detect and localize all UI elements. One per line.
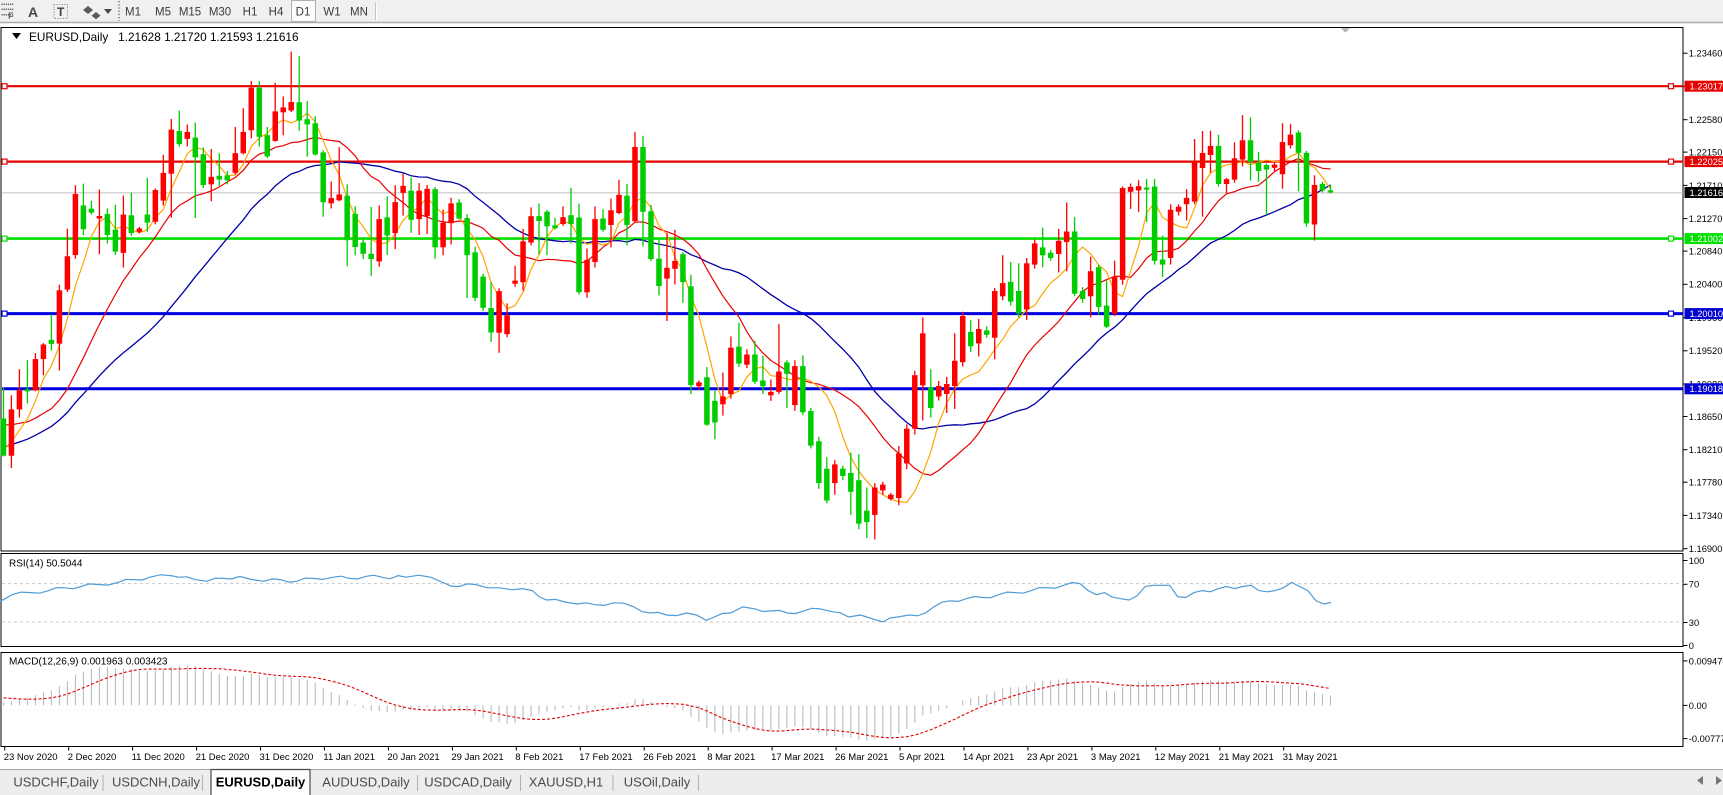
svg-text:M5: M5 [155,7,171,19]
svg-text:MACD(12,26,9) 0.001963 0.00342: MACD(12,26,9) 0.001963 0.003423 [9,657,168,668]
svg-text:1.22025: 1.22025 [1690,157,1723,167]
svg-text:31 May 2021: 31 May 2021 [1283,752,1338,763]
svg-text:AUDUSD,Daily: AUDUSD,Daily [322,775,410,790]
svg-text:14 Apr 2021: 14 Apr 2021 [963,752,1014,763]
svg-text:M30: M30 [209,7,231,19]
svg-text:M1: M1 [125,7,141,19]
svg-text:F: F [8,11,14,21]
svg-text:8 Feb 2021: 8 Feb 2021 [515,752,563,763]
svg-text:-0.00777: -0.00777 [1689,734,1723,744]
svg-text:12 May 2021: 12 May 2021 [1155,752,1210,763]
svg-text:8 Mar 2021: 8 Mar 2021 [707,752,755,763]
svg-text:23 Apr 2021: 23 Apr 2021 [1027,752,1078,763]
svg-text:1.18210: 1.18210 [1689,445,1723,455]
svg-text:XAUUSD,H1: XAUUSD,H1 [529,775,603,790]
svg-text:31 Dec 2020: 31 Dec 2020 [260,752,314,763]
svg-text:H1: H1 [243,7,258,19]
svg-text:W1: W1 [323,7,340,19]
svg-text:0.00: 0.00 [1689,701,1707,711]
svg-text:USOil,Daily: USOil,Daily [624,775,691,790]
svg-text:1.20010: 1.20010 [1690,309,1723,319]
svg-text:A: A [28,4,38,20]
svg-text:D1: D1 [296,7,311,19]
svg-text:2 Dec 2020: 2 Dec 2020 [68,752,117,763]
svg-text:T: T [57,5,65,19]
svg-text:0: 0 [1689,641,1694,651]
svg-text:17 Feb 2021: 17 Feb 2021 [579,752,632,763]
svg-text:100: 100 [1689,556,1705,566]
svg-text:70: 70 [1689,580,1699,590]
svg-text:11 Dec 2020: 11 Dec 2020 [132,752,185,763]
svg-text:26 Mar 2021: 26 Mar 2021 [835,752,888,763]
svg-text:1.23460: 1.23460 [1689,49,1723,59]
svg-text:1.21002: 1.21002 [1690,234,1723,244]
svg-text:20 Jan 2021: 20 Jan 2021 [387,752,439,763]
svg-text:M15: M15 [179,7,201,19]
svg-text:1.21616: 1.21616 [1690,188,1723,198]
svg-text:EURUSD,Daily 1.21628 1.21720: EURUSD,Daily 1.21628 1.21720 1.21593 1.2… [29,30,299,44]
svg-text:17 Mar 2021: 17 Mar 2021 [771,752,824,763]
svg-text:1.20840: 1.20840 [1689,247,1723,257]
svg-text:USDCHF,Daily: USDCHF,Daily [13,775,99,790]
svg-text:1.21710: 1.21710 [1689,181,1723,191]
svg-text:1.17340: 1.17340 [1689,511,1723,521]
svg-text:1.22150: 1.22150 [1689,148,1723,158]
svg-text:29 Jan 2021: 29 Jan 2021 [451,752,503,763]
svg-text:23 Nov 2020: 23 Nov 2020 [4,752,58,763]
svg-text:11 Jan 2021: 11 Jan 2021 [323,752,375,763]
svg-text:0.009478: 0.009478 [1689,656,1723,666]
svg-text:26 Feb 2021: 26 Feb 2021 [643,752,696,763]
svg-text:USDCNH,Daily: USDCNH,Daily [112,775,201,790]
svg-text:21 Dec 2020: 21 Dec 2020 [196,752,250,763]
svg-text:30: 30 [1689,618,1699,628]
svg-text:H4: H4 [269,7,284,19]
svg-text:1.21270: 1.21270 [1689,214,1723,224]
svg-text:3 May 2021: 3 May 2021 [1091,752,1141,763]
svg-text:EURUSD,Daily: EURUSD,Daily [216,775,306,790]
svg-text:USDCAD,Daily: USDCAD,Daily [424,775,512,790]
svg-text:1.17780: 1.17780 [1689,478,1723,488]
svg-text:5 Apr 2021: 5 Apr 2021 [899,752,945,763]
svg-text:1.22580: 1.22580 [1689,115,1723,125]
svg-text:1.23017: 1.23017 [1690,82,1723,92]
svg-text:21 May 2021: 21 May 2021 [1219,752,1274,763]
svg-text:1.19018: 1.19018 [1690,384,1723,394]
svg-text:1.16900: 1.16900 [1689,544,1723,554]
svg-text:RSI(14) 50.5044: RSI(14) 50.5044 [9,559,83,570]
svg-text:1.20400: 1.20400 [1689,280,1723,290]
svg-text:MN: MN [350,7,368,19]
svg-text:1.18650: 1.18650 [1689,412,1723,422]
svg-text:1.19520: 1.19520 [1689,346,1723,356]
